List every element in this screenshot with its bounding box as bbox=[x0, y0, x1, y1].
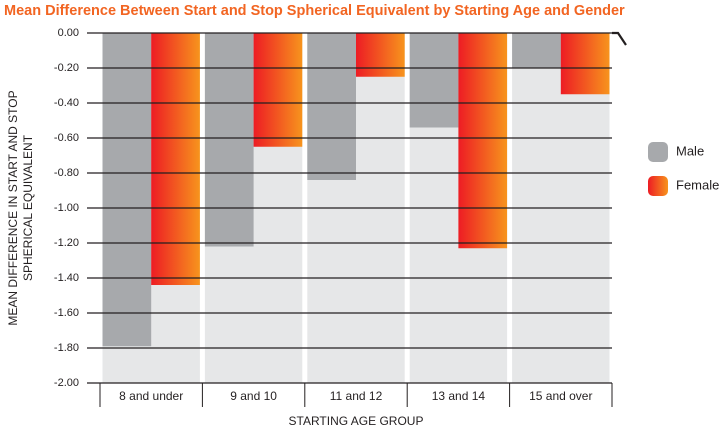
chart-title: Mean Difference Between Start and Stop S… bbox=[4, 3, 625, 19]
x-tick-label: 8 and under bbox=[119, 389, 183, 403]
bar bbox=[307, 33, 356, 180]
y-axis-label: SPHERICAL EQUIVALENT bbox=[21, 134, 35, 281]
y-tick-label: -1.80 bbox=[54, 342, 79, 354]
y-tick-label: -1.20 bbox=[54, 237, 79, 249]
bar bbox=[512, 33, 561, 68]
x-axis-label: STARTING AGE GROUP bbox=[289, 414, 424, 428]
y-tick-label: -1.00 bbox=[54, 202, 79, 214]
bar bbox=[458, 33, 508, 249]
x-tick-label: 15 and over bbox=[529, 389, 592, 403]
legend-label: Female bbox=[676, 177, 719, 192]
y-tick-label: -0.20 bbox=[54, 62, 79, 74]
legend-label: Male bbox=[676, 143, 704, 158]
axis-end-decoration bbox=[612, 31, 627, 46]
x-tick-label: 11 and 12 bbox=[330, 389, 383, 403]
y-tick-label: -2.00 bbox=[54, 377, 79, 389]
bar bbox=[356, 33, 405, 77]
y-tick-label: -0.40 bbox=[54, 97, 79, 109]
bar bbox=[151, 33, 200, 285]
bar bbox=[409, 33, 459, 128]
y-tick-label: -0.80 bbox=[54, 167, 79, 179]
x-tick-label: 9 and 10 bbox=[230, 389, 277, 403]
legend-swatch bbox=[648, 176, 668, 196]
y-tick-label: 0.00 bbox=[58, 27, 79, 39]
bar bbox=[204, 33, 254, 247]
x-tick-label: 13 and 14 bbox=[432, 389, 486, 403]
bar bbox=[253, 33, 303, 147]
bar bbox=[560, 33, 610, 95]
y-tick-label: -1.60 bbox=[54, 307, 79, 319]
legend-swatch bbox=[648, 142, 668, 162]
y-tick-label: -1.40 bbox=[54, 272, 79, 284]
y-axis-label: MEAN DIFFERENCE IN START AND STOP bbox=[6, 90, 20, 325]
bar bbox=[102, 33, 152, 347]
y-tick-label: -0.60 bbox=[54, 132, 79, 144]
